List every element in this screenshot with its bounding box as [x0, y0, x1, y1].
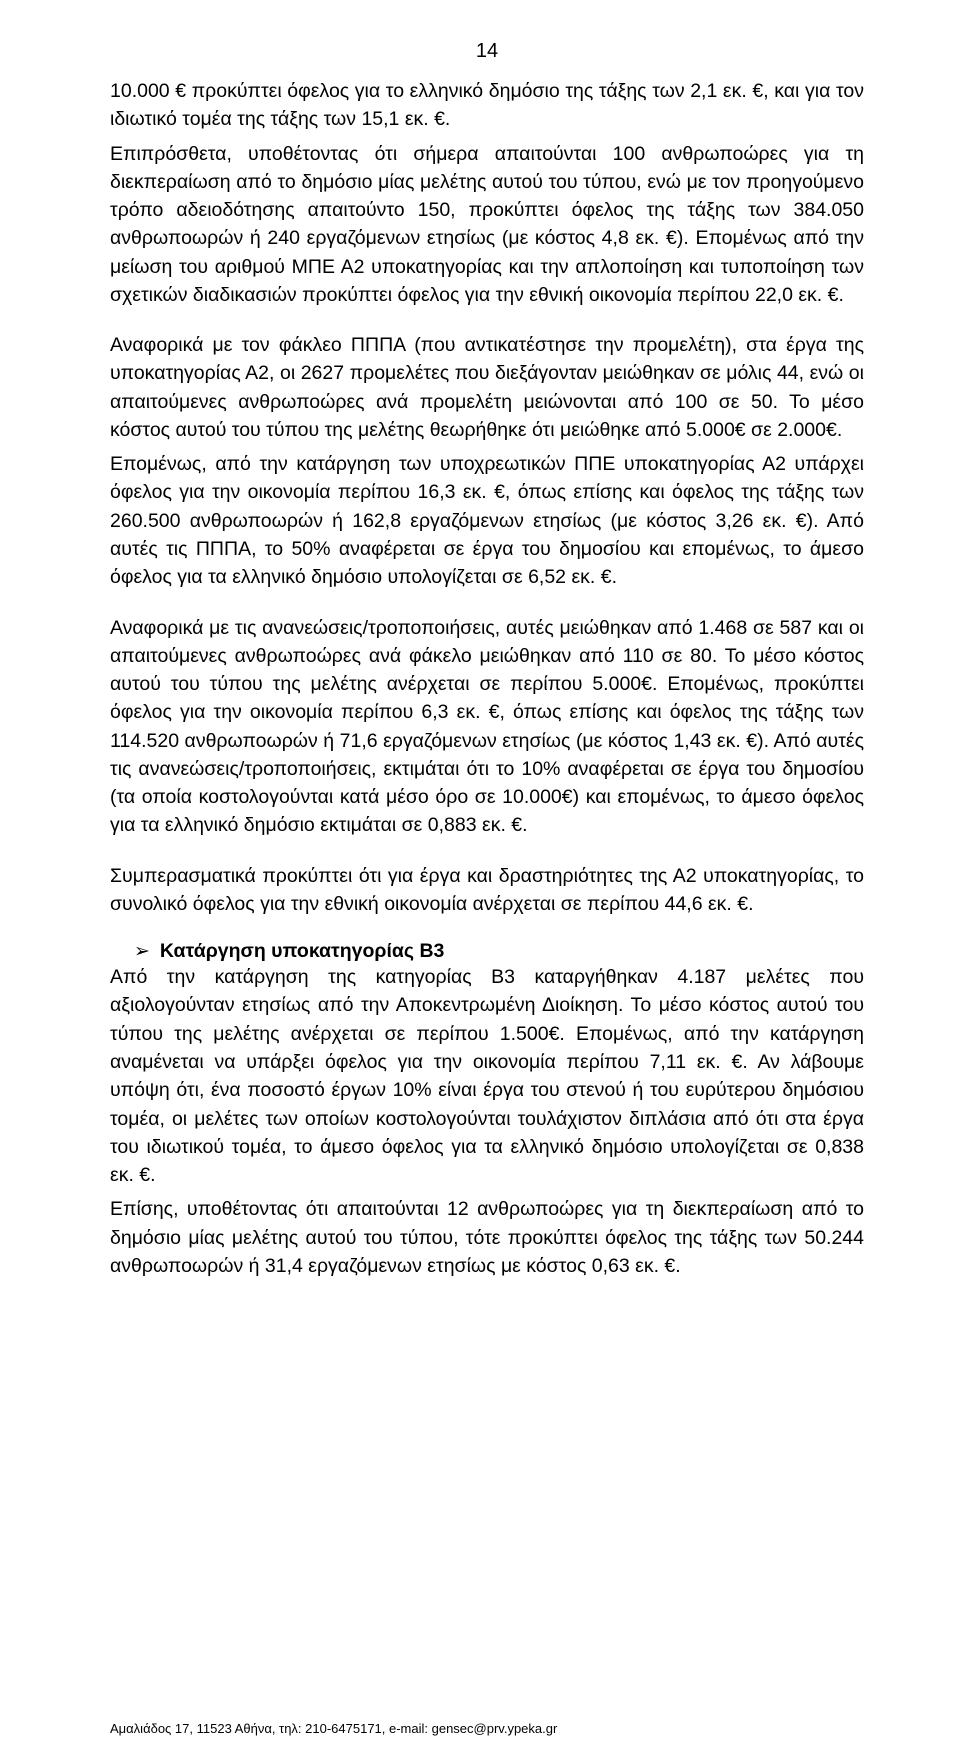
paragraph-2: Επιπρόσθετα, υποθέτοντας ότι σήμερα απαι… [110, 140, 864, 310]
page-footer: Αμαλιάδος 17, 11523 Αθήνα, τηλ: 210-6475… [110, 1721, 557, 1736]
paragraph-3: Αναφορικά με τον φάκλεο ΠΠΠΑ (που αντικα… [110, 331, 864, 444]
paragraph-1: 10.000 € προκύπτει όφελος για το ελληνικ… [110, 77, 864, 134]
paragraph-5: Αναφορικά με τις ανανεώσεις/τροποποιήσει… [110, 614, 864, 840]
paragraph-4: Επομένως, από την κατάργηση των υποχρεωτ… [110, 450, 864, 591]
paragraph-7: Από την κατάργηση της κατηγορίας Β3 κατα… [110, 963, 864, 1189]
document-page: 14 10.000 € προκύπτει όφελος για το ελλη… [0, 0, 960, 1764]
page-number: 14 [110, 40, 864, 63]
chevron-right-icon: ➢ [134, 942, 150, 961]
bullet-item-b3: ➢ Κατάργηση υποκατηγορίας Β3 [110, 940, 864, 963]
paragraph-6: Συμπερασματικά προκύπτει ότι για έργα κα… [110, 862, 864, 919]
bullet-label: Κατάργηση υποκατηγορίας Β3 [160, 940, 444, 963]
paragraph-8: Επίσης, υποθέτοντας ότι απαιτούνται 12 α… [110, 1195, 864, 1280]
